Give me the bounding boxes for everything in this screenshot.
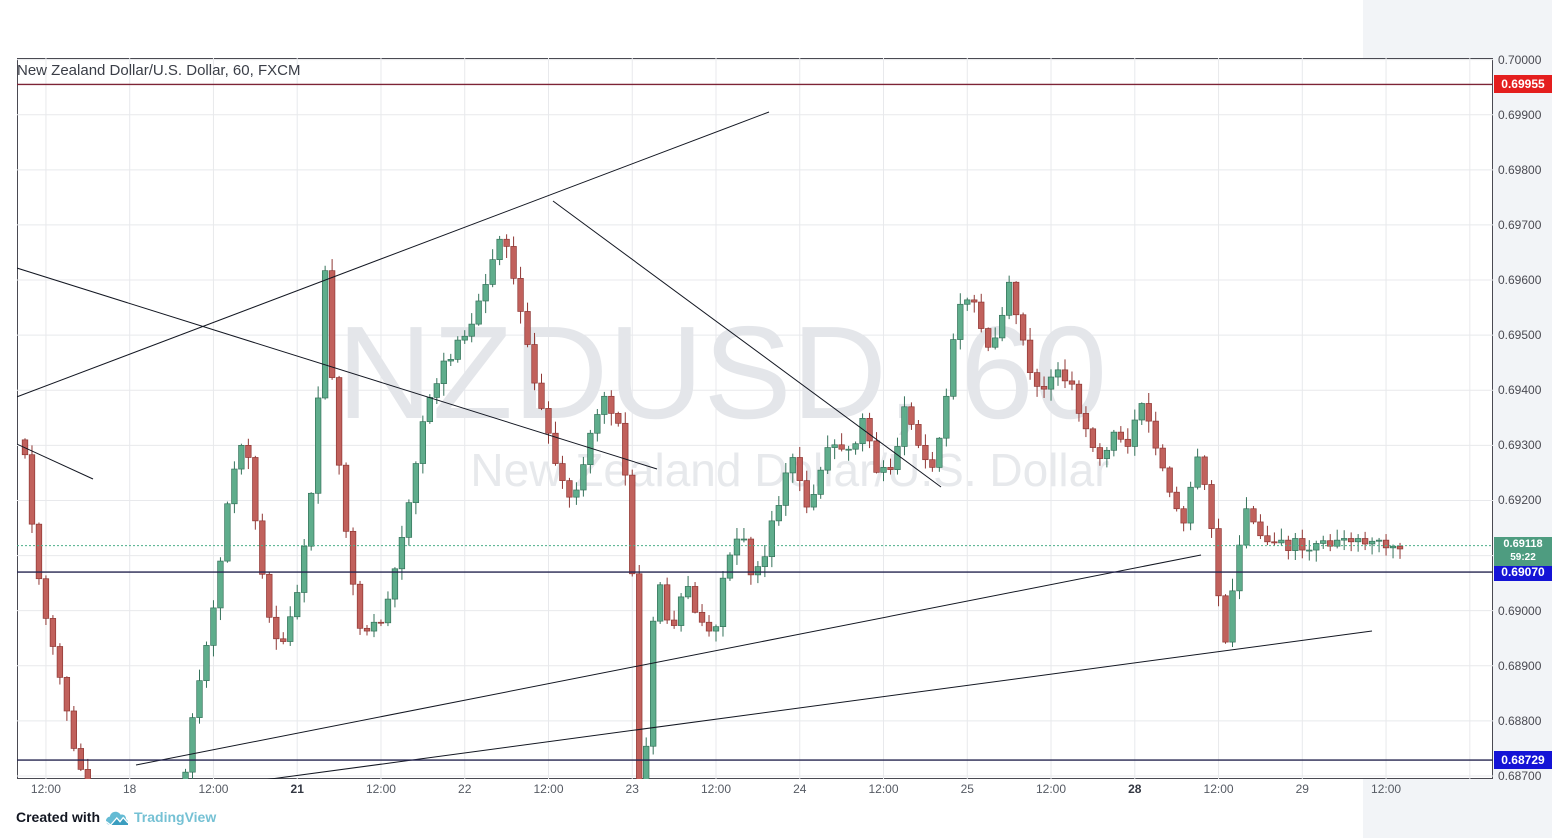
svg-text:NZDUSD, 60: NZDUSD, 60 [337,299,1107,446]
